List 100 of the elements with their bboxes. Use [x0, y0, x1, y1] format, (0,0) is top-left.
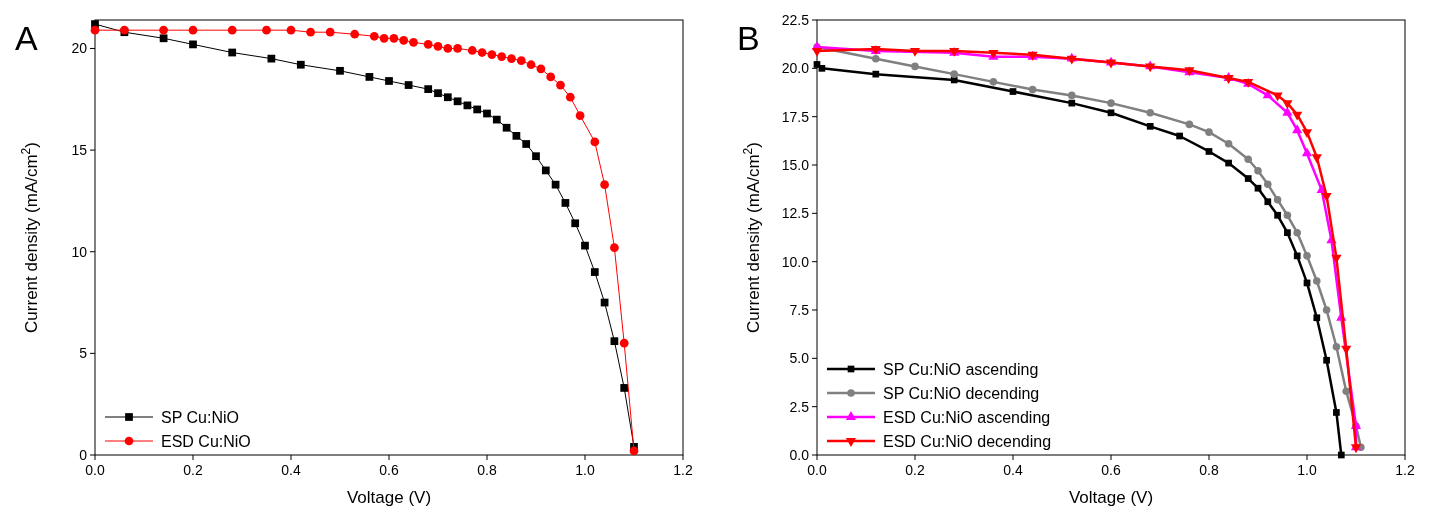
point: [620, 384, 629, 392]
point: [350, 29, 360, 39]
point: [1272, 92, 1283, 102]
point: [610, 337, 619, 346]
x-tick-label: 0.4: [1003, 462, 1023, 478]
point: [1009, 88, 1017, 95]
y-tick-label: 7.5: [789, 301, 810, 318]
point: [189, 40, 197, 49]
y-tick-label: 0.0: [789, 446, 810, 463]
point: [1176, 132, 1183, 140]
point: [818, 64, 826, 72]
y-tick-label: 5.0: [789, 350, 810, 367]
legend-label: ESD Cu:NiO ascending: [883, 408, 1051, 426]
point: [433, 42, 443, 51]
point: [423, 40, 433, 49]
point: [629, 446, 639, 456]
point: [522, 140, 531, 148]
x-tick-label: 0.2: [183, 462, 203, 478]
point: [1146, 109, 1154, 117]
x-tick-label: 0.4: [281, 462, 301, 478]
point: [1244, 155, 1252, 163]
y-tick-label: 15.0: [781, 156, 810, 173]
point: [1205, 128, 1213, 136]
x-tick-label: 1.0: [1297, 462, 1317, 478]
point: [228, 48, 237, 57]
x-axis-title: Voltage (V): [346, 488, 432, 507]
point: [492, 115, 501, 124]
point: [1254, 184, 1262, 192]
point: [487, 50, 497, 59]
point: [453, 44, 462, 53]
point: [1342, 387, 1350, 395]
point: [385, 77, 393, 85]
point: [296, 60, 305, 69]
point: [306, 27, 315, 37]
point: [1337, 451, 1345, 459]
point: [610, 243, 619, 253]
chart-title: A: [15, 19, 38, 57]
point: [369, 31, 379, 41]
point: [1068, 91, 1076, 100]
point: [590, 268, 599, 276]
point: [911, 62, 919, 71]
point: [477, 48, 487, 57]
y-tick-label: 12.5: [781, 205, 810, 222]
point: [1301, 129, 1313, 139]
y-tick-label: 2.5: [789, 398, 810, 415]
point: [1322, 306, 1331, 314]
point: [541, 166, 550, 175]
point: [1331, 254, 1342, 264]
point: [1107, 109, 1115, 117]
point: [336, 66, 344, 75]
point: [443, 93, 452, 102]
point: [1282, 100, 1293, 110]
point: [561, 199, 570, 207]
y-tick-label: 20: [71, 40, 88, 57]
point: [526, 60, 536, 70]
point: [512, 131, 521, 140]
y-tick-label: 0: [79, 446, 88, 463]
point: [989, 78, 998, 86]
point: [575, 111, 585, 120]
legend-label: SP Cu:NiO decending: [883, 384, 1040, 402]
point: [379, 33, 389, 43]
point: [600, 180, 609, 190]
y-tick-label: 10: [71, 243, 88, 260]
point: [516, 56, 526, 66]
point: [532, 152, 540, 161]
point: [536, 64, 546, 74]
point: [1185, 120, 1194, 129]
point: [1264, 198, 1272, 206]
point: [950, 70, 958, 78]
x-tick-label: 0.6: [379, 462, 399, 478]
y-tick-label: 15: [71, 141, 88, 158]
x-tick-label: 0.6: [1101, 462, 1121, 478]
point: [389, 33, 399, 43]
point: [159, 34, 168, 43]
point: [90, 25, 100, 35]
point: [1332, 342, 1341, 351]
point: [424, 85, 433, 93]
point: [262, 25, 271, 35]
point: [1205, 148, 1213, 155]
x-tick-label: 1.2: [1395, 462, 1415, 478]
x-tick-label: 0.8: [1199, 462, 1219, 478]
point: [571, 219, 580, 228]
point: [556, 80, 565, 90]
point: [581, 241, 589, 250]
point: [399, 35, 409, 45]
point: [1313, 314, 1321, 322]
x-tick-label: 1.0: [575, 462, 595, 478]
legend-label: SP Cu:NiO ascending: [883, 360, 1039, 378]
point: [188, 25, 198, 35]
point: [1292, 111, 1303, 121]
legend-label: ESD Cu:NiO decending: [883, 432, 1052, 450]
legend-label: ESD Cu:NiO: [161, 432, 251, 450]
point: [325, 27, 335, 37]
point: [619, 338, 629, 348]
point: [1068, 99, 1076, 107]
point: [404, 81, 413, 89]
point: [872, 54, 880, 63]
point: [467, 46, 477, 55]
point: [1313, 277, 1321, 285]
point: [546, 72, 556, 82]
